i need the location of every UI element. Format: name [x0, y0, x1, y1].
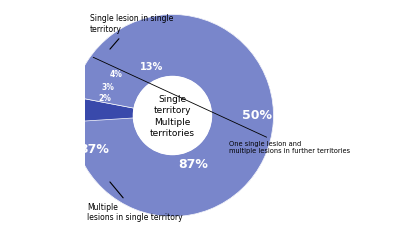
Text: One single lesion and
multiple lesions in further territories: One single lesion and multiple lesions i… [93, 57, 350, 154]
Text: Single lesion in single
territory: Single lesion in single territory [90, 15, 173, 49]
Circle shape [134, 76, 212, 155]
Text: Single
territory: Single territory [154, 95, 191, 115]
Wedge shape [172, 15, 274, 216]
Text: 2%: 2% [98, 94, 111, 103]
Text: 3%: 3% [102, 83, 115, 92]
Text: Multiple
territories: Multiple territories [150, 118, 195, 138]
Wedge shape [72, 15, 274, 216]
Wedge shape [99, 15, 172, 68]
Text: Two single lesions in two territories: Two single lesions in two territories [0, 230, 1, 231]
Text: 1% and less each for combinations of
more than two single or multiple lesions: 1% and less each for combinations of mor… [0, 230, 1, 231]
Wedge shape [72, 15, 274, 216]
Text: Multiple
lesions in single territory: Multiple lesions in single territory [88, 182, 183, 222]
Wedge shape [99, 15, 172, 68]
Text: Multiple lesions in two territories: Multiple lesions in two territories [0, 230, 1, 231]
Wedge shape [72, 15, 274, 216]
Wedge shape [72, 46, 172, 216]
Wedge shape [123, 48, 172, 89]
Text: 37%: 37% [80, 143, 110, 156]
Text: 13%: 13% [140, 61, 163, 72]
Wedge shape [72, 15, 274, 216]
Text: 87%: 87% [179, 158, 208, 171]
Text: 50%: 50% [242, 109, 272, 122]
Text: 4%: 4% [109, 70, 122, 79]
Wedge shape [105, 48, 240, 183]
